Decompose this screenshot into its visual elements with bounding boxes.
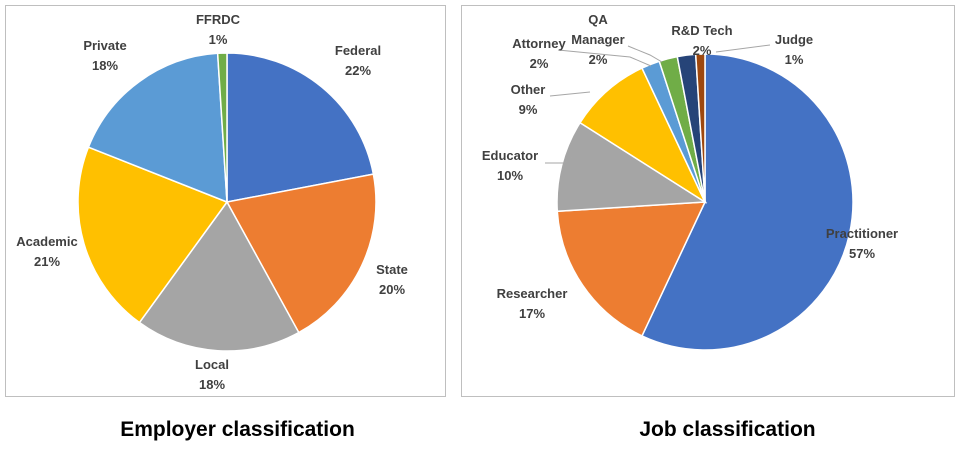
leader-line-other (549, 91, 591, 97)
data-label-educator: Educator 10% (482, 148, 538, 183)
data-label-qa-manager: QA Manager 2% (571, 12, 624, 67)
slice-researcher (556, 201, 707, 337)
slice-private (87, 52, 228, 204)
job-chart-caption: Job classification (639, 418, 816, 441)
slice-local (138, 200, 300, 352)
data-label-researcher: Researcher 17% (497, 286, 568, 321)
data-label-judge: Judge 1% (775, 32, 813, 67)
data-label-local: Local 18% (195, 357, 229, 392)
data-label-private: Private 18% (83, 38, 126, 73)
leader-line-attorney (557, 49, 652, 67)
employer-classification-pie: Federal 22% State 20% Local 18% Academic 21% Pri… (16, 12, 408, 392)
data-label-practitioner: Practitioner 57% (826, 226, 898, 261)
data-label-ffrdc: FFRDC 1% (196, 12, 241, 47)
slice-ffrdc (216, 52, 228, 203)
slice-other (579, 67, 707, 205)
data-label-attorney: Attorney 2% (512, 36, 566, 71)
employer-chart-caption: Employer classification (120, 418, 355, 441)
data-label-state: State 20% (376, 262, 408, 297)
data-label-r-d-tech: R&D Tech 2% (671, 23, 732, 58)
data-label-federal: Federal 22% (335, 43, 381, 78)
data-label-academic: Academic 21% (16, 234, 77, 269)
slice-practitioner (640, 53, 854, 351)
leader-line-judge (715, 44, 771, 53)
slice-academic (77, 146, 229, 324)
slice-judge (694, 53, 706, 203)
slice-educator (556, 121, 708, 213)
leader-line-qa-manager (627, 45, 663, 63)
slice-state (225, 173, 377, 334)
job-classification-pie: Practitioner 57% Researcher 17% Educator 10% O… (482, 12, 898, 351)
slice-federal (226, 52, 375, 203)
leader-line-educator (545, 156, 573, 164)
data-label-other: Other 9% (511, 82, 546, 117)
